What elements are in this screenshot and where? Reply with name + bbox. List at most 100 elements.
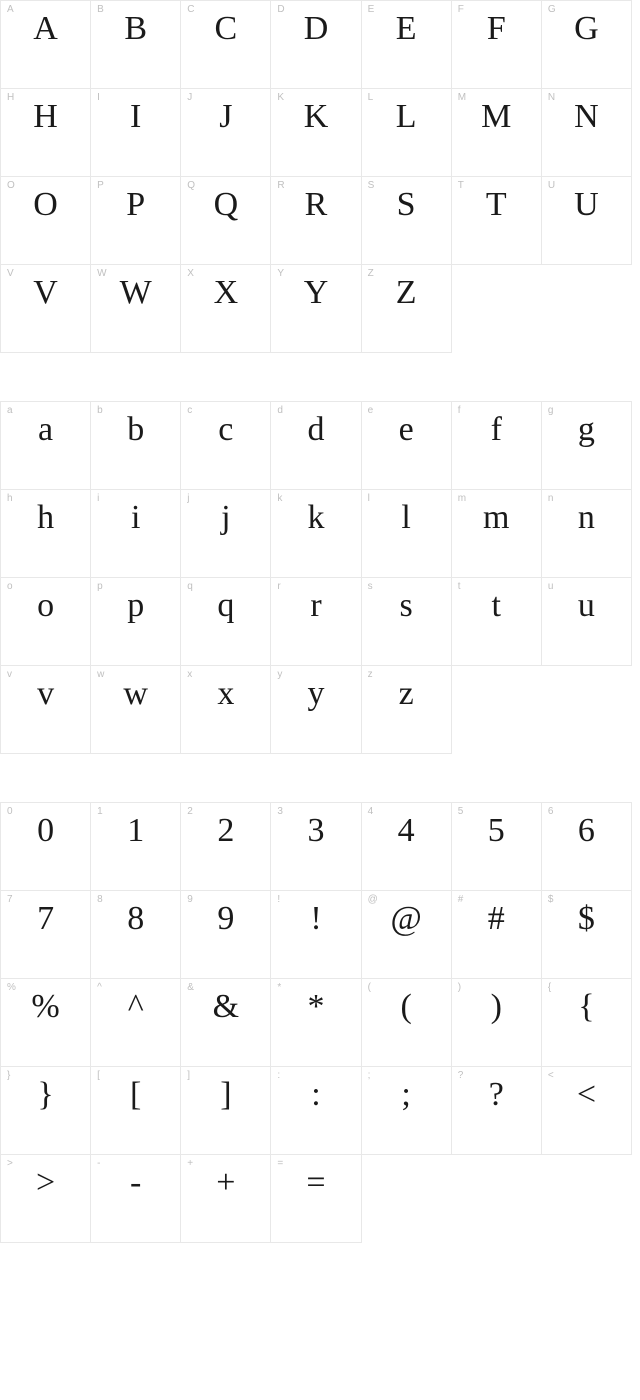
glyph-character: ? <box>452 1075 541 1116</box>
glyph-cell: BB <box>91 1 181 89</box>
glyph-cell: @@ <box>362 891 452 979</box>
glyph-character: q <box>181 586 270 627</box>
glyph-cell: 33 <box>271 803 361 891</box>
glyph-cell: zz <box>362 666 452 754</box>
glyph-cell: [[ <box>91 1067 181 1155</box>
glyph-cell: uu <box>542 578 632 666</box>
glyph-cell: JJ <box>181 89 271 177</box>
glyph-cell: pp <box>91 578 181 666</box>
glyph-grid: 00112233445566778899!!@@##$$%%^^&&**(())… <box>0 802 632 1243</box>
glyph-cell: QQ <box>181 177 271 265</box>
glyph-cell: bb <box>91 402 181 490</box>
glyph-character: k <box>271 498 360 539</box>
glyph-character: 6 <box>542 811 631 852</box>
glyph-cell: ff <box>452 402 542 490</box>
glyph-cell: }} <box>1 1067 91 1155</box>
glyph-character: ; <box>362 1075 451 1116</box>
glyph-character: 2 <box>181 811 270 852</box>
glyph-character: G <box>542 9 631 50</box>
glyph-cell: qq <box>181 578 271 666</box>
glyph-section-lowercase: aabbccddeeffgghhiijjkkllmmnnooppqqrrsstt… <box>0 401 640 754</box>
glyph-cell: ## <box>452 891 542 979</box>
glyph-cell: PP <box>91 177 181 265</box>
glyph-cell: RR <box>271 177 361 265</box>
glyph-cell: )) <box>452 979 542 1067</box>
glyph-character: c <box>181 410 270 451</box>
glyph-character: = <box>271 1163 360 1204</box>
glyph-character: Y <box>271 273 360 314</box>
glyph-cell: AA <box>1 1 91 89</box>
glyph-cell: II <box>91 89 181 177</box>
glyph-character: U <box>542 185 631 226</box>
glyph-character: { <box>542 987 631 1028</box>
glyph-character: h <box>1 498 90 539</box>
glyph-character: e <box>362 410 451 451</box>
glyph-cell: DD <box>271 1 361 89</box>
glyph-cell: ++ <box>181 1155 271 1243</box>
glyph-cell: >> <box>1 1155 91 1243</box>
glyph-cell: 11 <box>91 803 181 891</box>
glyph-character: C <box>181 9 270 50</box>
glyph-character: @ <box>362 899 451 940</box>
glyph-character: 0 <box>1 811 90 852</box>
glyph-character: u <box>542 586 631 627</box>
glyph-cell: ii <box>91 490 181 578</box>
glyph-character: r <box>271 586 360 627</box>
glyph-cell: ll <box>362 490 452 578</box>
glyph-character: a <box>1 410 90 451</box>
glyph-cell: ww <box>91 666 181 754</box>
glyph-character: & <box>181 987 270 1028</box>
glyph-character: t <box>452 586 541 627</box>
glyph-character: K <box>271 97 360 138</box>
glyph-cell: hh <box>1 490 91 578</box>
glyph-character: B <box>91 9 180 50</box>
glyph-cell: SS <box>362 177 452 265</box>
glyph-character: J <box>181 97 270 138</box>
glyph-cell: -- <box>91 1155 181 1243</box>
glyph-character: + <box>181 1163 270 1204</box>
glyph-cell: 77 <box>1 891 91 979</box>
glyph-character: F <box>452 9 541 50</box>
glyph-cell: ;; <box>362 1067 452 1155</box>
glyph-character: 4 <box>362 811 451 852</box>
glyph-character: ] <box>181 1075 270 1116</box>
glyph-cell: NN <box>542 89 632 177</box>
glyph-cell: == <box>271 1155 361 1243</box>
glyph-character: 8 <box>91 899 180 940</box>
glyph-cell: LL <box>362 89 452 177</box>
glyph-grid: aabbccddeeffgghhiijjkkllmmnnooppqqrrsstt… <box>0 401 632 754</box>
glyph-cell: vv <box>1 666 91 754</box>
glyph-cell: WW <box>91 265 181 353</box>
glyph-cell: mm <box>452 490 542 578</box>
glyph-cell: GG <box>542 1 632 89</box>
glyph-cell: OO <box>1 177 91 265</box>
glyph-cell: ee <box>362 402 452 490</box>
glyph-cell: cc <box>181 402 271 490</box>
glyph-character: 5 <box>452 811 541 852</box>
glyph-cell: dd <box>271 402 361 490</box>
glyph-cell: 88 <box>91 891 181 979</box>
glyph-cell: 55 <box>452 803 542 891</box>
glyph-character: I <box>91 97 180 138</box>
glyph-cell: xx <box>181 666 271 754</box>
glyph-character: m <box>452 498 541 539</box>
glyph-cell: (( <box>362 979 452 1067</box>
glyph-character: ) <box>452 987 541 1028</box>
glyph-character: w <box>91 674 180 715</box>
glyph-character: $ <box>542 899 631 940</box>
glyph-character: o <box>1 586 90 627</box>
glyph-character: l <box>362 498 451 539</box>
glyph-character: : <box>271 1075 360 1116</box>
glyph-character: n <box>542 498 631 539</box>
glyph-character: 9 <box>181 899 270 940</box>
glyph-character: d <box>271 410 360 451</box>
glyph-character: s <box>362 586 451 627</box>
glyph-character: L <box>362 97 451 138</box>
glyph-cell: CC <box>181 1 271 89</box>
glyph-character: f <box>452 410 541 451</box>
glyph-character: y <box>271 674 360 715</box>
glyph-character: < <box>542 1075 631 1116</box>
glyph-cell: MM <box>452 89 542 177</box>
glyph-cell: {{ <box>542 979 632 1067</box>
glyph-cell: ss <box>362 578 452 666</box>
